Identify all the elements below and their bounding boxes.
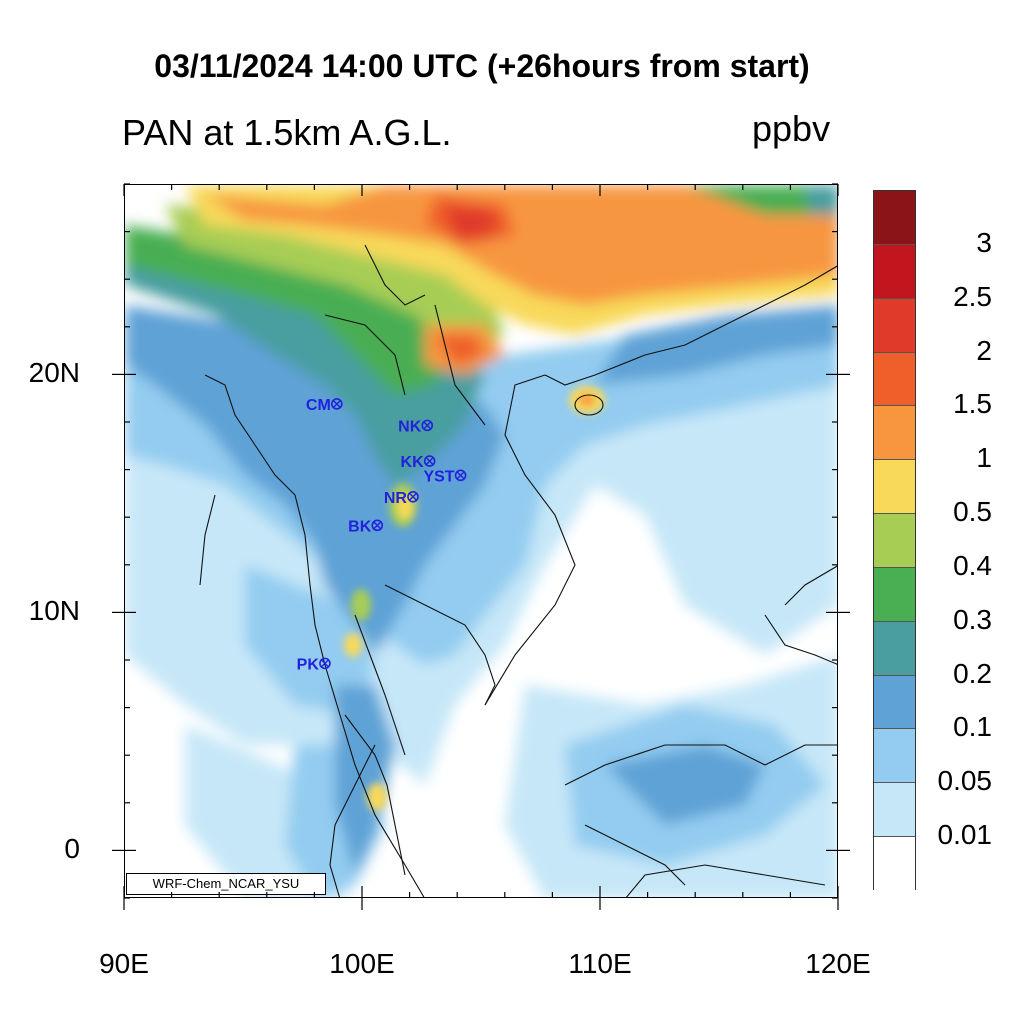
station-marker-icon: [319, 657, 331, 670]
concentration-fields: [125, 185, 837, 897]
lat-tick-label: 0: [64, 833, 80, 865]
colorbar-label: 2.5: [953, 280, 992, 312]
station-kk: KK: [401, 454, 436, 471]
colorbar-segment: [874, 352, 915, 407]
station-label: YST: [423, 468, 454, 485]
colorbar-segment: [874, 837, 915, 891]
station-marker-icon: [331, 398, 343, 410]
model-credit: WRF-Chem_NCAR_YSU: [126, 873, 326, 895]
colorbar-segment: [874, 621, 915, 676]
station-marker-icon: [407, 490, 419, 503]
station-label: BK: [348, 518, 372, 535]
station-label: KK: [401, 454, 425, 471]
lon-tick-label: 110E: [568, 948, 632, 979]
station-pk: PK: [297, 656, 331, 673]
station-label: PK: [297, 656, 320, 673]
colorbar-segment: [874, 191, 915, 245]
lon-tick-label: 90E: [99, 948, 149, 979]
colorbar-segment: [874, 298, 915, 353]
variable-label: PAN at 1.5km A.G.L.: [122, 112, 452, 153]
colorbar-label: 1.5: [953, 388, 992, 420]
map-panel: CM NK KK YST NR BK PK: [124, 184, 838, 898]
station-nr: NR: [384, 490, 419, 507]
station-marker-icon: [371, 519, 384, 532]
colorbar-segment: [874, 406, 915, 461]
colorbar-label: 0.4: [953, 549, 992, 581]
colorbar-label: 0.2: [953, 657, 992, 689]
colorbar-label: 2: [976, 334, 992, 366]
colorbar-label: 0.5: [953, 496, 992, 528]
station-yst: YST: [423, 468, 467, 485]
colorbar-segment: [874, 514, 915, 568]
colorbar-segment: [874, 460, 915, 515]
colorbar-segment: [874, 244, 915, 299]
local-hotspots: [344, 386, 605, 811]
page-title: 03/11/2024 14:00 UTC (+26hours from star…: [154, 48, 810, 84]
colorbar-label: 3: [976, 226, 992, 258]
station-cm: CM: [306, 397, 343, 414]
station-bk: BK: [348, 518, 384, 535]
colorbar-label: 0.05: [937, 765, 993, 797]
colorbar-label: 0.1: [953, 711, 992, 743]
station-label: NK: [398, 418, 422, 435]
station-nk: NK: [398, 418, 434, 435]
station-marker-icon: [423, 455, 436, 467]
station-marker-icon: [421, 419, 434, 432]
lon-tick-label: 120E: [805, 948, 871, 979]
colorbar-label: 0.01: [937, 819, 993, 851]
colorbar-segment: [874, 729, 915, 784]
units-label: ppbv: [752, 108, 831, 149]
coastlines-and-borders: [199, 244, 837, 897]
station-label: CM: [306, 397, 331, 414]
station-label: NR: [384, 490, 408, 507]
station-marker-icon: [454, 469, 467, 482]
colorbar-segment: [874, 675, 915, 730]
colorbar-segment: [874, 783, 915, 838]
colorbar-label: 1: [976, 442, 992, 474]
lat-tick-label: 20N: [28, 357, 80, 389]
colorbar: [873, 190, 916, 891]
lon-tick-label: 100E: [329, 948, 395, 979]
colorbar-label: 0.3: [953, 603, 992, 635]
lat-tick-label: 10N: [28, 595, 80, 627]
colorbar-segment: [874, 567, 915, 622]
